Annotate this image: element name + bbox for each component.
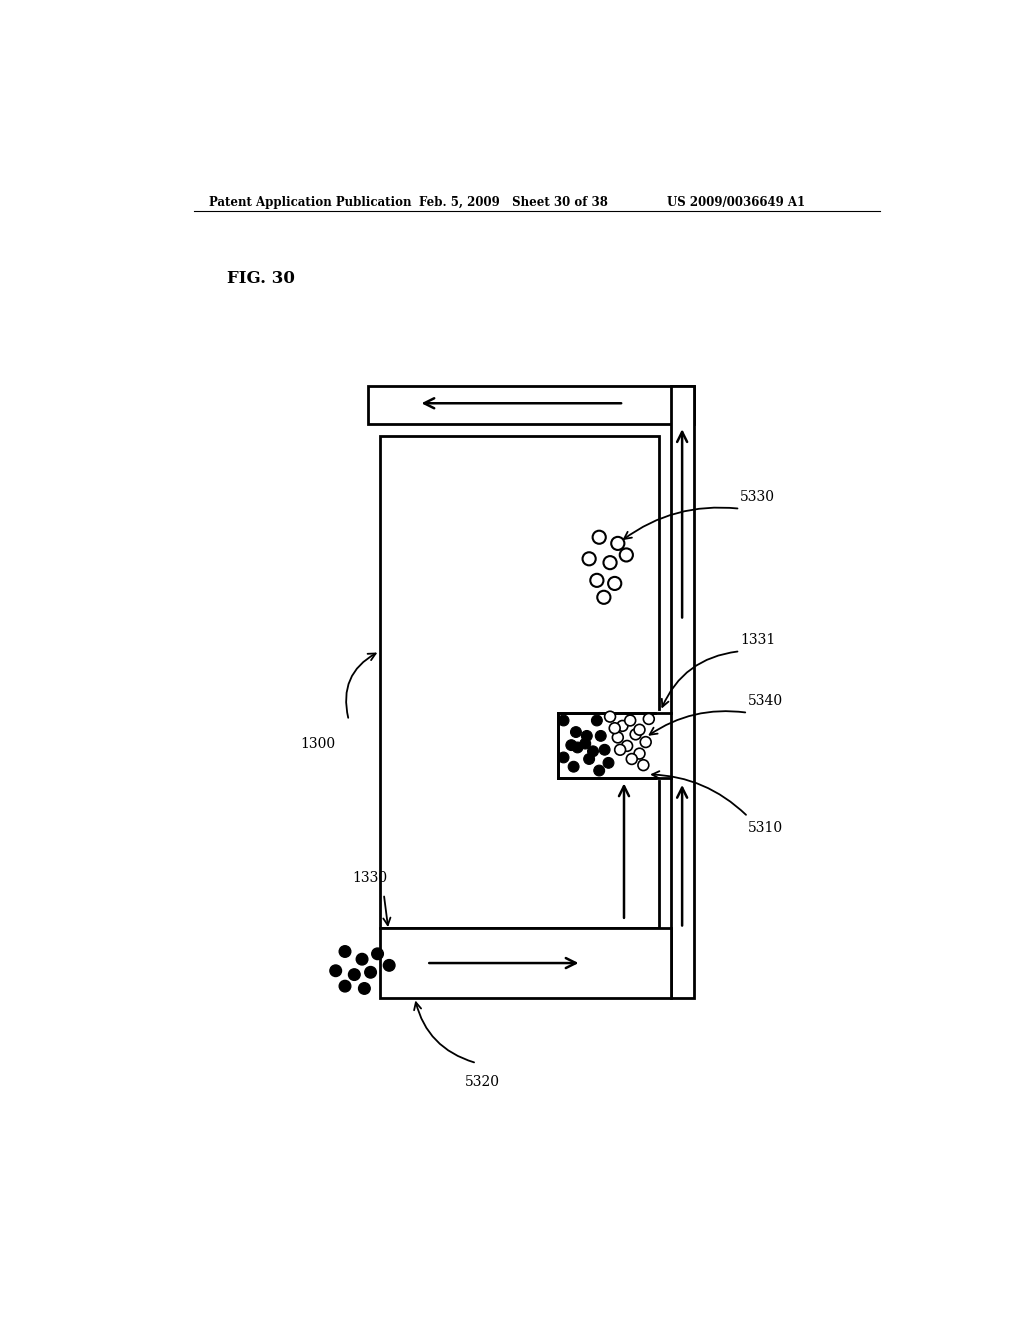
Text: Patent Application Publication: Patent Application Publication (209, 195, 412, 209)
Circle shape (582, 730, 592, 742)
Circle shape (348, 969, 360, 981)
Circle shape (625, 715, 636, 726)
Circle shape (558, 715, 569, 726)
Circle shape (566, 739, 577, 751)
Text: 1331: 1331 (740, 632, 775, 647)
Circle shape (599, 744, 610, 755)
Circle shape (609, 723, 621, 734)
Circle shape (583, 552, 596, 565)
Circle shape (590, 574, 603, 587)
Circle shape (339, 945, 351, 957)
Text: 5340: 5340 (748, 694, 783, 709)
Circle shape (597, 591, 610, 603)
Polygon shape (558, 713, 658, 779)
Text: 5330: 5330 (740, 490, 775, 504)
Text: US 2009/0036649 A1: US 2009/0036649 A1 (667, 195, 805, 209)
Circle shape (330, 965, 342, 977)
Circle shape (640, 737, 651, 747)
Circle shape (612, 733, 624, 743)
Circle shape (620, 548, 633, 561)
Circle shape (339, 981, 351, 991)
Circle shape (372, 948, 383, 960)
Circle shape (603, 556, 616, 569)
Circle shape (617, 721, 628, 731)
Circle shape (568, 762, 579, 772)
Circle shape (634, 748, 645, 759)
Circle shape (383, 960, 395, 972)
Circle shape (643, 714, 654, 725)
Text: FIG. 30: FIG. 30 (227, 271, 295, 286)
Circle shape (638, 760, 649, 771)
Circle shape (603, 758, 614, 768)
Circle shape (356, 953, 368, 965)
Circle shape (558, 752, 569, 763)
Text: Feb. 5, 2009   Sheet 30 of 38: Feb. 5, 2009 Sheet 30 of 38 (419, 195, 607, 209)
Circle shape (594, 766, 604, 776)
Circle shape (365, 966, 377, 978)
Circle shape (593, 531, 606, 544)
Circle shape (595, 730, 606, 742)
Circle shape (622, 741, 633, 751)
Polygon shape (671, 385, 693, 998)
Circle shape (580, 738, 591, 748)
Text: 1300: 1300 (300, 737, 335, 751)
Circle shape (358, 982, 371, 994)
Text: 5320: 5320 (465, 1076, 500, 1089)
Circle shape (604, 711, 615, 722)
Circle shape (570, 726, 582, 738)
Polygon shape (369, 385, 693, 424)
Circle shape (614, 744, 626, 755)
Circle shape (630, 729, 641, 739)
Polygon shape (380, 436, 658, 928)
Circle shape (608, 577, 622, 590)
Circle shape (611, 537, 625, 550)
Circle shape (627, 754, 637, 764)
Text: 1330: 1330 (352, 871, 388, 886)
Circle shape (572, 742, 583, 752)
Circle shape (634, 725, 645, 735)
Circle shape (592, 715, 602, 726)
Text: 5310: 5310 (748, 821, 783, 836)
Circle shape (584, 754, 595, 764)
Polygon shape (656, 714, 663, 776)
Circle shape (588, 746, 598, 756)
Polygon shape (380, 928, 671, 998)
